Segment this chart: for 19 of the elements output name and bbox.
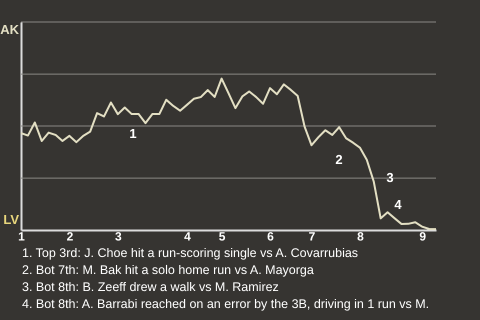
text: 4. Bot 8th: A. Barrabi reached on an error by the 3B, driving in 1 run vs M.: [22, 297, 430, 311]
text: AK: [0, 22, 20, 37]
x-tick-label: 2: [66, 230, 74, 244]
x-tick-label: 8: [357, 230, 364, 244]
text: LV: [3, 212, 20, 227]
annotation: 4: [394, 197, 402, 212]
x-tick-label: 7: [308, 230, 316, 244]
text: 3. Bot 8th: B. Zeeff drew a walk vs M. Ramirez: [22, 280, 279, 294]
x-tick-label: 9: [419, 230, 426, 244]
annotation: 2: [335, 152, 343, 167]
x-tick-label: 1: [18, 230, 26, 244]
text: 1. Top 3rd: J. Choe hit a run-scoring single vs A. Covarrubias: [22, 246, 358, 260]
annotation: 3: [386, 170, 394, 185]
x-tick-label: 6: [267, 230, 274, 244]
x-tick-label: 5: [218, 230, 226, 244]
annotation: 1: [129, 126, 137, 141]
text: 2. Bot 7th: M. Bak hit a solo home run vs A. Mayorga: [22, 263, 314, 277]
x-tick-label: 3: [114, 230, 122, 244]
x-tick-label: 4: [184, 230, 192, 244]
